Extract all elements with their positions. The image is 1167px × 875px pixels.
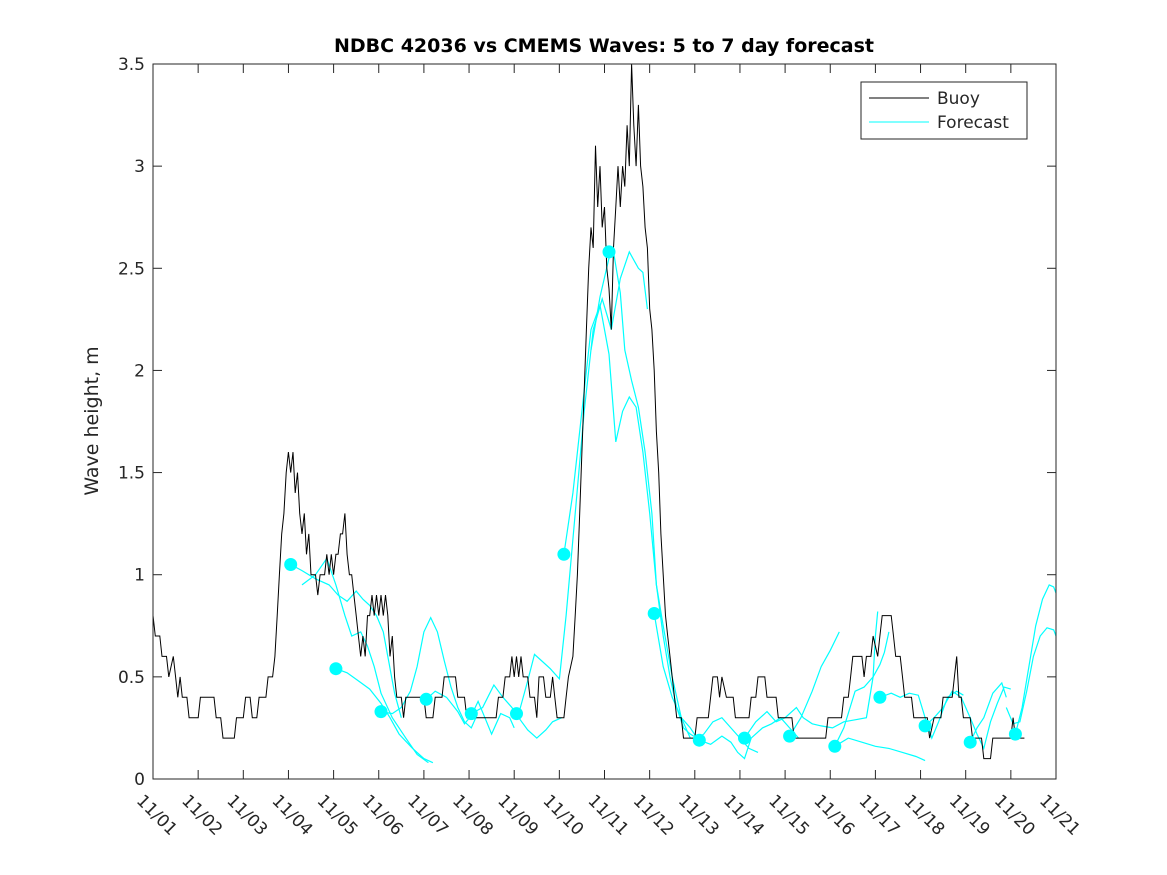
y-tick-label: 3.5 — [118, 55, 145, 75]
forecast-marker-8 — [647, 607, 661, 620]
forecast-marker-14 — [918, 719, 932, 733]
forecast-line-7 — [563, 302, 691, 739]
forecast-line-11 — [744, 611, 879, 739]
forecast-line-13 — [834, 631, 890, 747]
forecast-marker-2 — [374, 705, 388, 719]
forecast-marker-9 — [692, 733, 706, 747]
forecast-line-18 — [1005, 627, 1057, 725]
forecast-line-0 — [290, 563, 402, 718]
forecast-marker-7 — [602, 245, 616, 259]
forecast-marker-12 — [828, 739, 842, 753]
legend-buoy-label: Buoy — [937, 89, 980, 109]
y-tick-label: 0.5 — [118, 668, 145, 688]
forecast-marker-1 — [329, 662, 343, 676]
y-tick-label: 2 — [134, 361, 145, 381]
y-tick-label: 3 — [134, 157, 145, 177]
forecast-marker-5 — [510, 707, 523, 721]
forecast-markers-group — [284, 245, 1022, 753]
forecast-marker-0 — [284, 558, 298, 571]
chart-title: NDBC 42036 vs CMEMS Waves: 5 to 7 day fo… — [334, 35, 874, 57]
y-tick-label: 2.5 — [118, 259, 145, 279]
forecast-line-17 — [969, 681, 1007, 743]
buoy-line — [152, 63, 1025, 760]
forecast-marker-3 — [419, 692, 433, 706]
forecast-marker-15 — [963, 735, 977, 749]
y-tick-label: 1.5 — [118, 464, 145, 484]
y-tick-label: 0 — [134, 770, 145, 790]
forecast-marker-4 — [464, 707, 478, 721]
forecast-line-3 — [380, 616, 477, 729]
forecast-marker-13 — [873, 690, 887, 704]
forecast-marker-10 — [738, 731, 751, 745]
forecast-line-1 — [301, 557, 429, 764]
forecast-marker-6 — [557, 547, 571, 561]
forecast-line-12 — [789, 631, 840, 737]
forecast-line-19 — [1014, 584, 1057, 735]
forecast-line-14 — [834, 737, 926, 762]
forecast-marker-16 — [1008, 727, 1022, 741]
legend-box — [860, 81, 1028, 140]
legend: Buoy Forecast — [860, 81, 1028, 140]
buoy-series-group — [152, 63, 1025, 760]
plot-area — [153, 64, 1056, 779]
y-tick-label: 1 — [134, 566, 145, 586]
forecast-marker-11 — [783, 729, 797, 743]
legend-forecast-label: Forecast — [937, 113, 1009, 133]
forecast-line-6 — [518, 250, 648, 714]
y-axis-label: Wave height, m — [81, 346, 103, 495]
